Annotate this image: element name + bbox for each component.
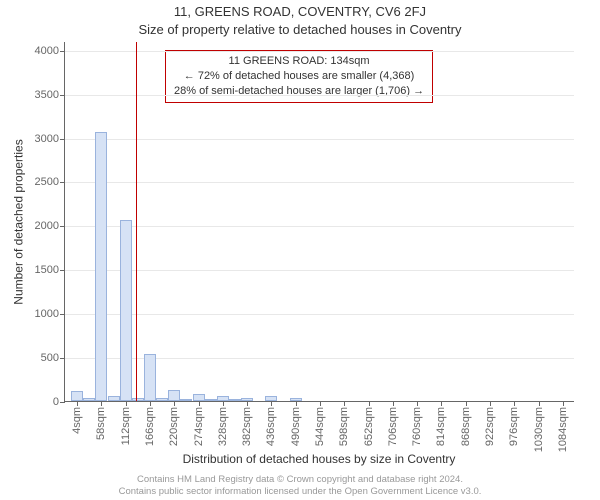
x-tick-label: 868sqm (460, 407, 472, 446)
y-tick-mark (60, 95, 65, 96)
plot-area: 11 GREENS ROAD: 134sqm ← 72% of detached… (64, 42, 574, 402)
x-tick-label: 166sqm (144, 407, 156, 446)
x-tick-mark (490, 401, 491, 406)
y-tick-mark (60, 139, 65, 140)
y-tick-label: 2000 (35, 220, 59, 232)
x-axis-label: Distribution of detached houses by size … (64, 452, 574, 466)
chart-container: 11, GREENS ROAD, COVENTRY, CV6 2FJ Size … (0, 0, 600, 500)
histogram-bar (180, 399, 192, 401)
chart-title-main: 11, GREENS ROAD, COVENTRY, CV6 2FJ (0, 4, 600, 19)
x-tick-mark (417, 401, 418, 406)
histogram-bar (156, 398, 168, 401)
histogram-bar (168, 390, 180, 401)
y-tick-label: 2500 (35, 176, 59, 188)
grid-line (65, 51, 574, 52)
x-tick-label: 976sqm (508, 407, 520, 446)
x-tick-mark (247, 401, 248, 406)
x-tick-label: 760sqm (411, 407, 423, 446)
x-tick-label: 112sqm (120, 407, 132, 445)
histogram-bar (193, 394, 205, 401)
x-tick-label: 58sqm (95, 407, 107, 440)
histogram-bar (132, 398, 144, 402)
x-tick-label: 274sqm (193, 407, 205, 446)
x-tick-label: 1030sqm (533, 407, 545, 452)
x-tick-label: 4sqm (71, 407, 83, 434)
x-tick-mark (271, 401, 272, 406)
x-tick-label: 382sqm (241, 407, 253, 446)
x-tick-mark (539, 401, 540, 406)
x-tick-mark (296, 401, 297, 406)
x-tick-mark (150, 401, 151, 406)
y-tick-label: 3500 (35, 89, 59, 101)
x-tick-label: 490sqm (290, 407, 302, 446)
callout-line-1: 11 GREENS ROAD: 134sqm (174, 54, 424, 69)
y-tick-mark (60, 402, 65, 403)
x-tick-label: 706sqm (387, 407, 399, 446)
y-tick-mark (60, 358, 65, 359)
x-tick-mark (441, 401, 442, 406)
x-tick-mark (101, 401, 102, 406)
y-tick-mark (60, 314, 65, 315)
histogram-bar (95, 132, 107, 401)
x-tick-label: 922sqm (484, 407, 496, 446)
x-tick-label: 544sqm (314, 407, 326, 446)
x-tick-mark (199, 401, 200, 406)
x-tick-label: 328sqm (217, 407, 229, 446)
callout-line-3: 28% of semi-detached houses are larger (… (174, 84, 424, 99)
y-tick-mark (60, 51, 65, 52)
y-axis-label-text: Number of detached properties (12, 139, 26, 304)
histogram-bar (205, 399, 217, 401)
x-tick-mark (514, 401, 515, 406)
grid-line (65, 182, 574, 183)
x-tick-mark (344, 401, 345, 406)
x-tick-mark (174, 401, 175, 406)
grid-line (65, 226, 574, 227)
x-tick-mark (77, 401, 78, 406)
y-tick-label: 500 (41, 352, 59, 364)
y-tick-label: 0 (53, 396, 59, 408)
x-tick-label: 598sqm (338, 407, 350, 446)
histogram-bar (120, 220, 132, 401)
chart-footer: Contains HM Land Registry data © Crown c… (0, 474, 600, 497)
y-tick-label: 1000 (35, 308, 59, 320)
x-tick-label: 436sqm (265, 407, 277, 446)
histogram-bar (71, 391, 83, 401)
x-tick-mark (320, 401, 321, 406)
callout-line-2: ← 72% of detached houses are smaller (4,… (174, 69, 424, 84)
y-tick-label: 4000 (35, 45, 59, 57)
x-tick-mark (563, 401, 564, 406)
y-tick-mark (60, 226, 65, 227)
footer-line-1: Contains HM Land Registry data © Crown c… (0, 474, 600, 485)
x-tick-mark (466, 401, 467, 406)
x-tick-mark (393, 401, 394, 406)
histogram-bar (83, 398, 95, 401)
x-tick-mark (369, 401, 370, 406)
y-tick-label: 1500 (35, 264, 59, 276)
grid-line (65, 358, 574, 359)
footer-line-2: Contains public sector information licen… (0, 486, 600, 497)
y-axis-label: Number of detached properties (12, 42, 26, 402)
x-tick-label: 814sqm (435, 407, 447, 446)
chart-title-sub: Size of property relative to detached ho… (0, 22, 600, 37)
x-tick-label: 1084sqm (557, 407, 569, 452)
x-tick-label: 652sqm (363, 407, 375, 446)
x-tick-mark (126, 401, 127, 406)
histogram-bar (229, 399, 241, 401)
y-tick-mark (60, 182, 65, 183)
grid-line (65, 95, 574, 96)
grid-line (65, 314, 574, 315)
marker-line (136, 42, 137, 401)
x-tick-mark (223, 401, 224, 406)
histogram-bar (108, 396, 120, 401)
y-tick-label: 3000 (35, 133, 59, 145)
grid-line (65, 139, 574, 140)
x-tick-label: 220sqm (168, 407, 180, 446)
grid-line (65, 270, 574, 271)
histogram-bar (144, 354, 156, 401)
y-tick-mark (60, 270, 65, 271)
